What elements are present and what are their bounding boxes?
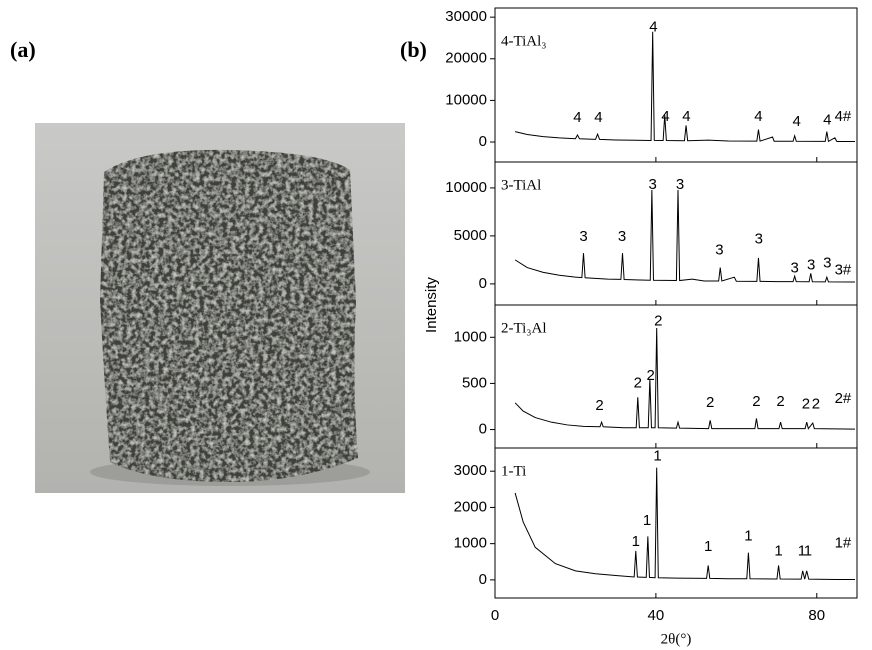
peak-label: 4: [594, 109, 602, 126]
xrd-pattern: [515, 190, 855, 282]
peak-label: 3: [579, 228, 587, 245]
peak-label: 2: [654, 313, 662, 330]
figure: (a) (b) Intensity2θ(°)01000020000300004-…: [0, 0, 872, 650]
y-tick-label: 0: [479, 133, 487, 150]
peak-label: 3: [618, 228, 626, 245]
legend-label: 1-Ti: [501, 463, 526, 479]
plot-frame: [495, 8, 857, 162]
peak-label: 3#: [835, 261, 852, 278]
peak-label: 2: [802, 396, 810, 413]
y-tick-label: 5000: [454, 227, 487, 244]
peak-label: 1: [774, 543, 782, 560]
peak-label: 2: [776, 393, 784, 410]
y-tick-label: 3000: [454, 462, 487, 479]
y-tick-label: 10000: [445, 91, 487, 108]
peak-label: 1: [804, 543, 812, 560]
peak-label: 3: [755, 231, 763, 248]
peak-label: 2: [595, 397, 603, 414]
peak-label: 1: [704, 538, 712, 555]
y-tick-label: 20000: [445, 50, 487, 67]
peak-label: 2: [812, 396, 820, 413]
legend-label: 2-Ti₃Al: [501, 320, 547, 336]
peak-label: 2#: [835, 390, 852, 407]
peak-label: 4: [649, 19, 657, 36]
legend-label: 4-TiAl₃: [501, 33, 547, 49]
y-tick-label: 30000: [445, 8, 487, 25]
xrd-pattern: [515, 468, 855, 580]
peak-label: 2: [706, 394, 714, 411]
peak-label: 2: [752, 393, 760, 410]
y-tick-label: 1000: [454, 328, 487, 345]
peak-label: 4: [792, 113, 800, 130]
y-tick-label: 0: [479, 571, 487, 588]
y-tick-label: 10000: [445, 179, 487, 196]
peak-label: 2: [646, 367, 654, 384]
x-tick-label: 80: [808, 607, 825, 624]
peak-label: 3: [790, 259, 798, 276]
x-tick-label: 0: [491, 607, 499, 624]
peak-label: 4: [754, 108, 762, 125]
xrd-pattern: [515, 328, 855, 429]
y-tick-label: 0: [479, 275, 487, 292]
photo: [35, 123, 405, 493]
y-tick-label: 500: [462, 374, 487, 391]
y-tick-label: 2000: [454, 498, 487, 515]
peak-label: 4: [661, 108, 669, 125]
peak-label: 3: [807, 257, 815, 274]
peak-label: 3: [676, 176, 684, 193]
y-tick-label: 0: [479, 421, 487, 438]
plot-frame: [495, 305, 857, 448]
peak-label: 1: [653, 448, 661, 465]
peak-label: 1#: [835, 535, 852, 552]
x-tick-label: 40: [648, 607, 665, 624]
panel-label: (a): [10, 37, 36, 62]
peak-label: 3: [648, 176, 656, 193]
peak-label: 1: [632, 533, 640, 550]
panel-label: (b): [400, 37, 427, 62]
x-axis-label: 2θ(°): [661, 631, 692, 647]
y-tick-label: 1000: [454, 535, 487, 552]
peak-label: 4: [682, 108, 690, 125]
peak-label: 2: [634, 374, 642, 391]
y-axis-label: Intensity: [423, 277, 440, 333]
peak-label: 3: [715, 241, 723, 258]
peak-label: 4: [573, 109, 581, 126]
foam-sample: [100, 150, 358, 482]
xrd-pattern: [515, 32, 855, 142]
legend-label: 3-TiAl: [501, 177, 541, 193]
peak-label: 1: [744, 527, 752, 544]
peak-label: 4#: [835, 108, 852, 125]
peak-label: 4: [823, 111, 831, 128]
plot-frame: [495, 448, 857, 598]
page: {"panels": ["(a)", "(b)"], "y_label": "I…: [0, 0, 872, 650]
peak-label: 1: [643, 512, 651, 529]
peak-label: 3: [823, 255, 831, 272]
